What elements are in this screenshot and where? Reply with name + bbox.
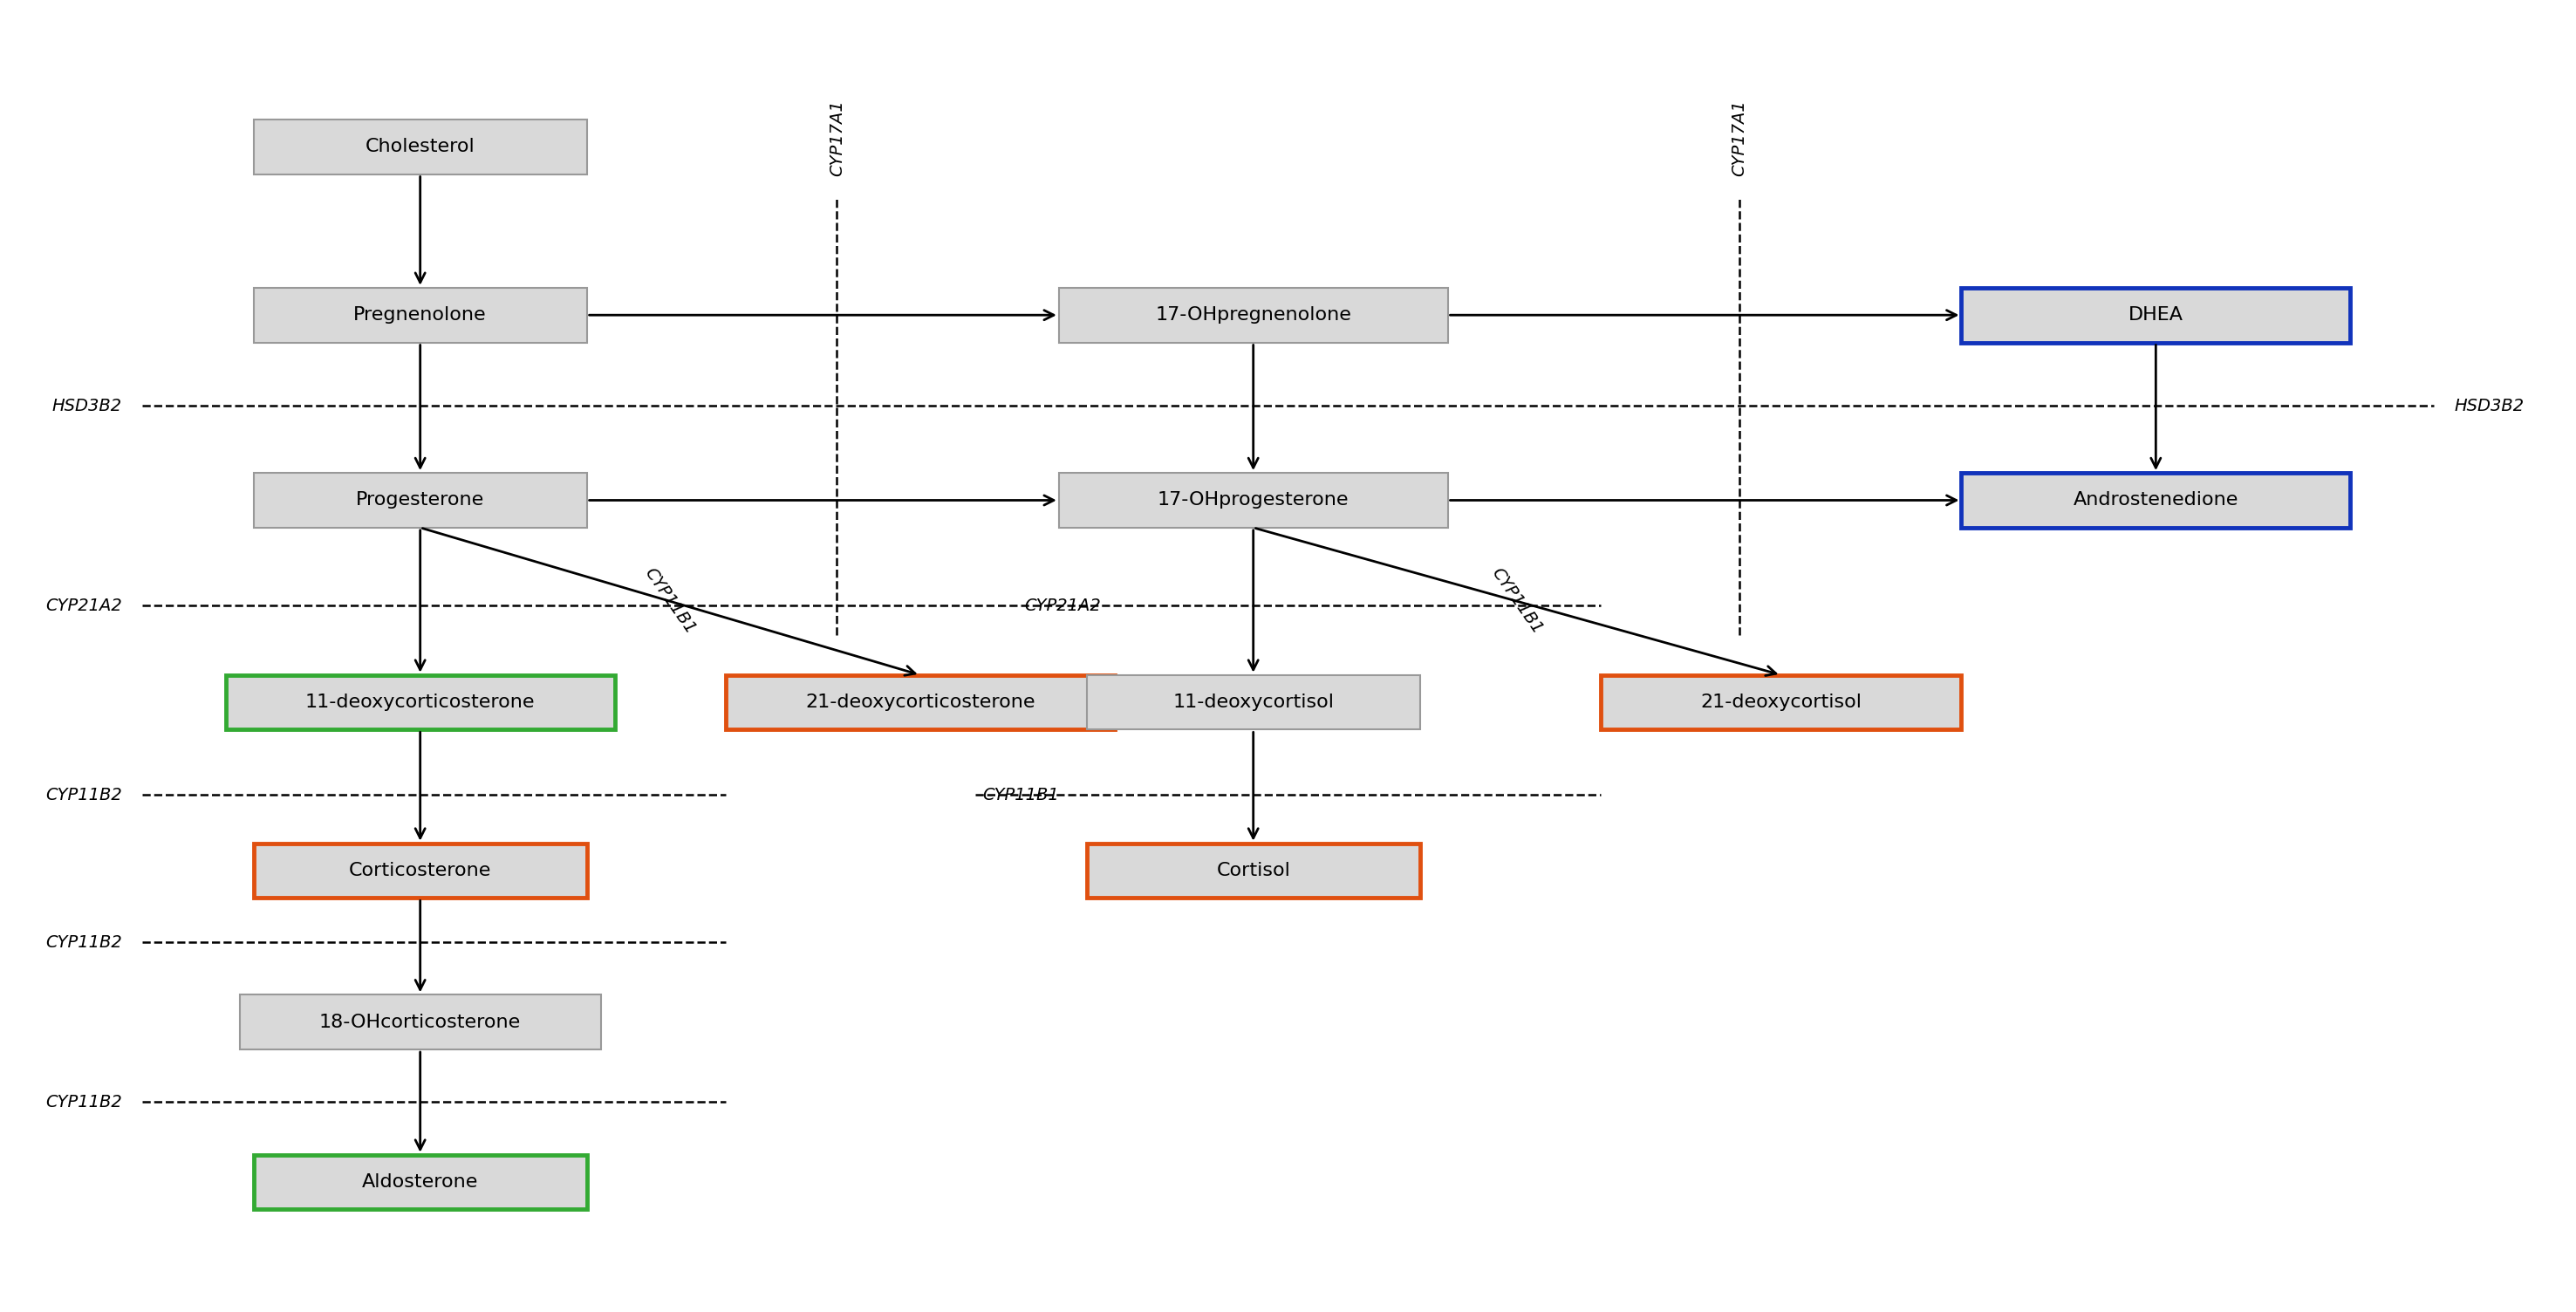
Text: CYP11B1: CYP11B1 xyxy=(641,565,698,638)
Bar xyxy=(252,119,587,174)
Text: Aldosterone: Aldosterone xyxy=(363,1173,479,1191)
Text: 17-OHpregnenolone: 17-OHpregnenolone xyxy=(1154,307,1352,324)
Bar xyxy=(1087,674,1419,729)
Text: CYP17A1: CYP17A1 xyxy=(1731,100,1747,176)
Text: Androstenedione: Androstenedione xyxy=(2074,492,2239,509)
Text: 11-deoxycortisol: 11-deoxycortisol xyxy=(1172,694,1334,711)
Bar xyxy=(1087,844,1419,897)
Text: 18-OHcorticosterone: 18-OHcorticosterone xyxy=(319,1013,520,1031)
Bar xyxy=(252,287,587,342)
Text: Progesterone: Progesterone xyxy=(355,492,484,509)
Text: CYP11B1: CYP11B1 xyxy=(981,787,1059,803)
Bar xyxy=(1960,287,2349,342)
Bar xyxy=(1960,472,2349,527)
Text: CYP11B2: CYP11B2 xyxy=(46,934,121,950)
Text: CYP11B2: CYP11B2 xyxy=(46,1094,121,1110)
Text: CYP17A1: CYP17A1 xyxy=(829,100,845,176)
Bar xyxy=(252,1155,587,1210)
Text: Corticosterone: Corticosterone xyxy=(348,862,492,879)
Text: 21-deoxycorticosterone: 21-deoxycorticosterone xyxy=(806,694,1036,711)
Bar xyxy=(227,674,616,729)
Text: CYP11B1: CYP11B1 xyxy=(1489,565,1546,638)
Text: Cholesterol: Cholesterol xyxy=(366,138,474,155)
Text: 17-OHprogesterone: 17-OHprogesterone xyxy=(1157,492,1350,509)
Text: Cortisol: Cortisol xyxy=(1216,862,1291,879)
Bar xyxy=(252,844,587,897)
Text: CYP21A2: CYP21A2 xyxy=(1025,597,1100,614)
Text: 11-deoxycorticosterone: 11-deoxycorticosterone xyxy=(304,694,536,711)
Text: DHEA: DHEA xyxy=(2128,307,2184,324)
Bar xyxy=(1059,472,1448,527)
Bar xyxy=(1059,287,1448,342)
Text: HSD3B2: HSD3B2 xyxy=(52,398,121,415)
Text: CYP11B2: CYP11B2 xyxy=(46,787,121,803)
Bar xyxy=(240,994,600,1050)
Text: 21-deoxycortisol: 21-deoxycortisol xyxy=(1700,694,1862,711)
Bar xyxy=(252,472,587,527)
Text: Pregnenolone: Pregnenolone xyxy=(353,307,487,324)
Text: CYP21A2: CYP21A2 xyxy=(46,597,121,614)
Bar xyxy=(1600,674,1960,729)
Text: HSD3B2: HSD3B2 xyxy=(2455,398,2524,415)
Bar xyxy=(726,674,1115,729)
